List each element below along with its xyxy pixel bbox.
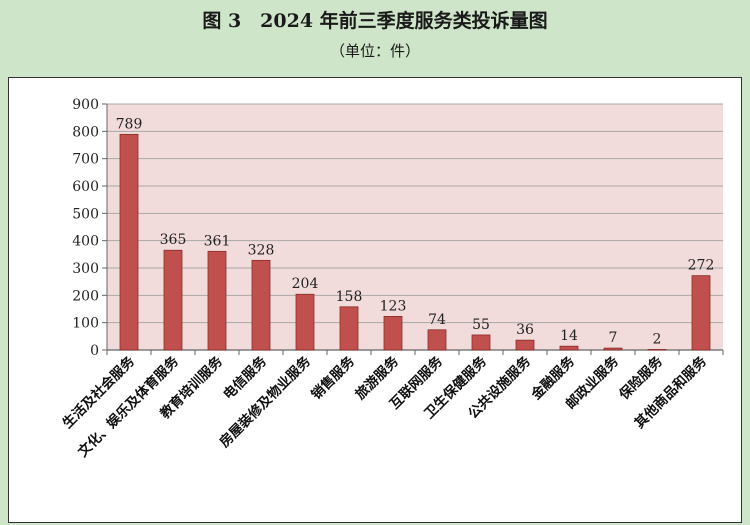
y-tick-label: 100: [72, 316, 99, 332]
bar-8: [427, 329, 447, 351]
category-label: 销售服务: [308, 352, 359, 403]
data-label: 123: [380, 298, 407, 314]
data-label: 789: [116, 116, 143, 132]
data-label: 36: [516, 322, 534, 338]
y-tick-label: 700: [72, 152, 99, 168]
bar-14: [691, 275, 711, 351]
data-label: 272: [688, 258, 715, 274]
y-tick-label: 0: [90, 343, 99, 359]
bar-chart: 0100200300400500600700800900789生活及社会服务36…: [59, 97, 724, 460]
bar-10: [515, 339, 535, 351]
bar-3: [207, 250, 227, 351]
data-label: 365: [160, 232, 187, 248]
y-tick-label: 300: [72, 261, 99, 277]
y-tick-label: 800: [72, 124, 99, 140]
bar-9: [471, 334, 491, 351]
data-label: 2: [653, 331, 662, 347]
data-label: 158: [336, 289, 363, 305]
data-label: 204: [292, 276, 319, 292]
y-tick-label: 400: [72, 234, 99, 250]
y-tick-label: 900: [72, 97, 99, 113]
bar-6: [339, 306, 359, 351]
bar-12: [603, 347, 623, 351]
chart-frame: 0 100 200 300 400 500 600 700 800 900 789 生活及社会服务 36…: [8, 77, 742, 523]
chart-subtitle: （单位：件）: [329, 42, 420, 60]
bar-4: [251, 259, 271, 351]
data-label: 7: [609, 330, 618, 346]
y-tick-label: 600: [72, 179, 99, 195]
y-tick-label: 200: [72, 288, 99, 304]
bar-13: [647, 349, 667, 351]
plot-area: [107, 104, 723, 350]
bar-1: [119, 133, 139, 351]
data-label: 328: [248, 242, 275, 258]
bar-7: [383, 315, 403, 351]
bar-11: [559, 345, 579, 351]
y-tick-label: 500: [72, 206, 99, 222]
data-label: 361: [204, 233, 231, 249]
data-label: 14: [560, 328, 578, 344]
bar-5: [295, 293, 315, 351]
data-label: 55: [472, 317, 490, 333]
bar-2: [163, 249, 183, 351]
chart-title: 图 3 2024 年前三季度服务类投诉量图: [202, 10, 548, 32]
data-label: 74: [428, 312, 446, 328]
